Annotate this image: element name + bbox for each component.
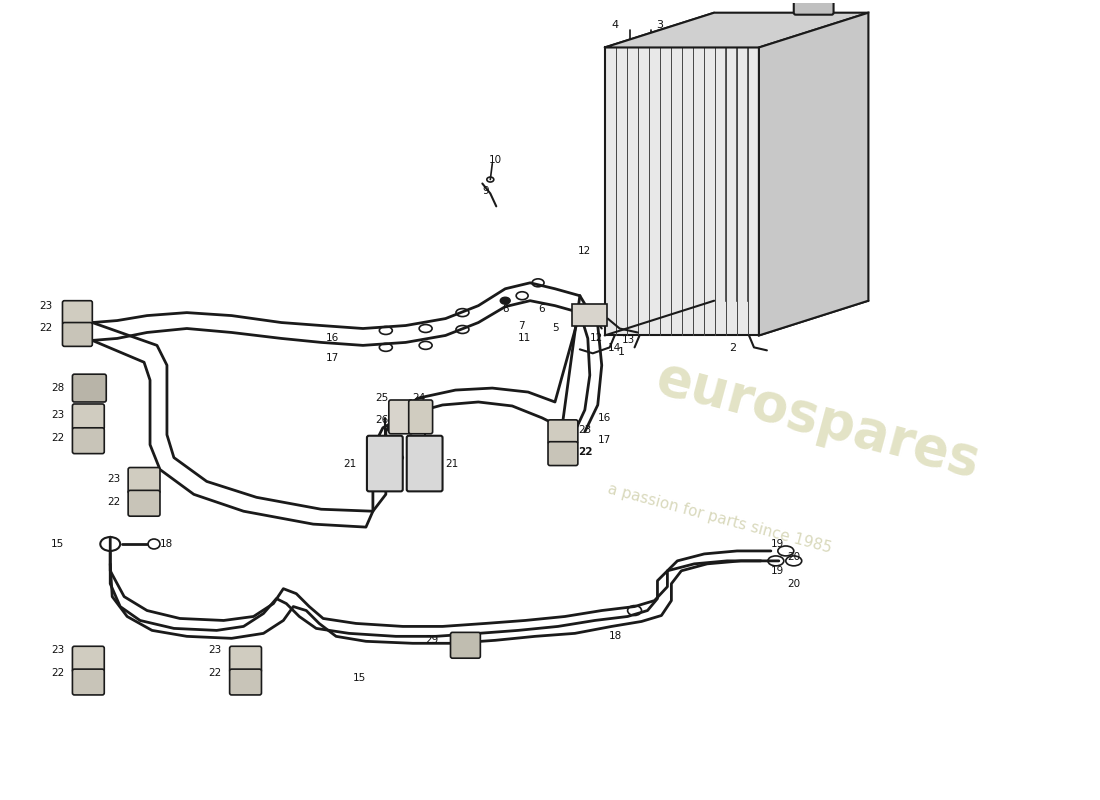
FancyBboxPatch shape [73, 428, 104, 454]
Bar [714, 13, 868, 301]
Text: 19: 19 [771, 539, 784, 549]
Text: 23: 23 [52, 646, 65, 655]
FancyBboxPatch shape [451, 632, 481, 658]
FancyBboxPatch shape [73, 404, 104, 430]
Text: 11: 11 [518, 334, 531, 343]
Text: 21: 21 [446, 458, 459, 469]
Text: 23: 23 [52, 410, 65, 420]
FancyBboxPatch shape [548, 442, 578, 466]
Text: 1: 1 [618, 347, 625, 358]
Text: 29: 29 [426, 635, 439, 646]
Text: 25: 25 [375, 393, 388, 403]
Text: 21: 21 [343, 458, 358, 469]
Text: 2: 2 [729, 343, 736, 354]
Text: 14: 14 [607, 343, 621, 354]
FancyBboxPatch shape [367, 436, 403, 491]
FancyBboxPatch shape [794, 0, 834, 14]
Text: 27: 27 [412, 415, 426, 425]
FancyBboxPatch shape [409, 400, 432, 434]
Text: 18: 18 [160, 539, 173, 549]
Bar [605, 47, 759, 335]
Text: 22: 22 [208, 668, 222, 678]
Text: 24: 24 [412, 393, 426, 403]
FancyBboxPatch shape [230, 669, 262, 695]
Text: 22: 22 [52, 668, 65, 678]
Polygon shape [759, 13, 868, 335]
Ellipse shape [396, 455, 404, 460]
Text: 23: 23 [40, 301, 53, 310]
Text: 22: 22 [107, 498, 120, 507]
Text: 23: 23 [208, 646, 222, 655]
Text: 16: 16 [326, 334, 340, 343]
FancyBboxPatch shape [73, 374, 107, 402]
Text: 8: 8 [503, 304, 509, 314]
FancyBboxPatch shape [128, 490, 160, 516]
Text: 23: 23 [107, 474, 120, 485]
Text: 15: 15 [353, 673, 366, 683]
Bar [572, 304, 607, 326]
FancyBboxPatch shape [63, 301, 92, 325]
FancyBboxPatch shape [73, 669, 104, 695]
Text: 15: 15 [52, 539, 65, 549]
FancyBboxPatch shape [388, 400, 412, 434]
Text: 20: 20 [786, 578, 800, 589]
Text: 5: 5 [552, 323, 559, 334]
FancyBboxPatch shape [63, 322, 92, 346]
Text: 4: 4 [612, 20, 619, 30]
Text: 9: 9 [482, 186, 490, 197]
Text: 22: 22 [578, 446, 593, 457]
FancyBboxPatch shape [73, 646, 104, 672]
Text: 20: 20 [786, 552, 800, 562]
Text: 10: 10 [488, 154, 502, 165]
Text: 3: 3 [657, 20, 663, 30]
Text: 13: 13 [621, 335, 635, 346]
FancyBboxPatch shape [128, 467, 160, 494]
Text: 17: 17 [597, 434, 611, 445]
Polygon shape [605, 13, 868, 47]
Text: a passion for parts since 1985: a passion for parts since 1985 [605, 482, 833, 556]
FancyBboxPatch shape [407, 436, 442, 491]
Ellipse shape [500, 298, 510, 304]
FancyBboxPatch shape [548, 420, 578, 444]
Text: 23: 23 [578, 425, 591, 434]
Text: 18: 18 [608, 631, 622, 642]
Text: 12: 12 [590, 334, 603, 343]
Text: 12: 12 [578, 246, 591, 256]
Text: 17: 17 [326, 354, 340, 363]
Text: 22: 22 [52, 433, 65, 442]
Text: 16: 16 [597, 413, 611, 423]
Text: 26: 26 [375, 415, 388, 425]
Text: 28: 28 [52, 383, 65, 393]
Text: 7: 7 [518, 321, 525, 330]
Text: 6: 6 [538, 304, 544, 314]
Text: 22: 22 [40, 323, 53, 334]
Text: eurospares: eurospares [651, 352, 987, 488]
FancyBboxPatch shape [230, 646, 262, 672]
Text: 19: 19 [771, 566, 784, 576]
